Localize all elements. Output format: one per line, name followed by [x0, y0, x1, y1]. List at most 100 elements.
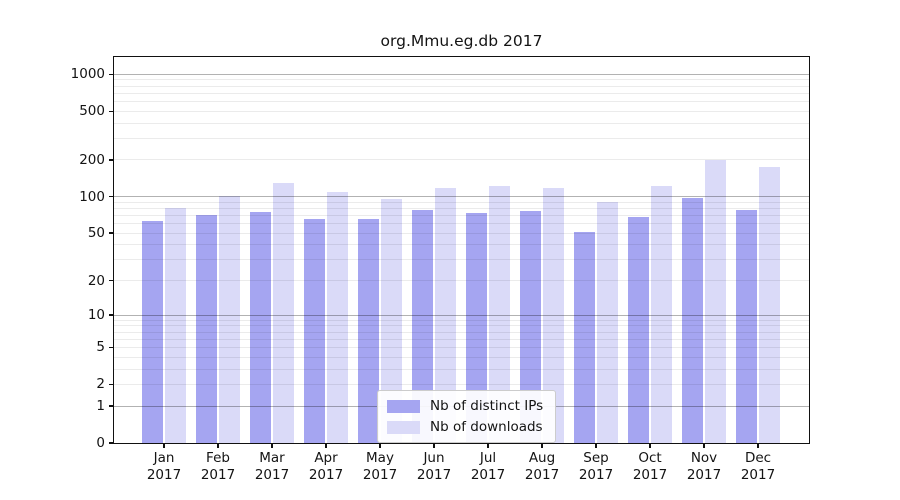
bar-distinct-ips-aug [520, 211, 541, 443]
legend-label-distinct-ips: Nb of distinct IPs [430, 398, 544, 414]
legend-row-distinct-ips: Nb of distinct IPs [387, 398, 543, 414]
y-tick-mark-2 [109, 383, 113, 386]
bar-downloads-jan [165, 207, 186, 443]
gridline-2 [114, 383, 809, 385]
bar-downloads-may [381, 198, 402, 443]
bar-distinct-ips-nov [682, 198, 703, 443]
gridline-4 [114, 356, 809, 358]
bar-distinct-ips-jul [466, 213, 487, 443]
bar-downloads-dec [759, 167, 780, 443]
y-tick-label-500: 500 [79, 103, 105, 120]
gridline-800 [114, 85, 809, 87]
x-tick-label-jun: Jun 2017 [416, 450, 452, 483]
x-tick-label-dec: Dec 2017 [740, 450, 776, 483]
legend-label-downloads: Nb of downloads [430, 419, 543, 435]
gridline-30 [114, 259, 809, 261]
y-tick-label-5: 5 [96, 339, 105, 356]
gridline-600 [114, 101, 809, 102]
x-tick-mark-may [379, 444, 381, 448]
gridline-500 [114, 110, 809, 112]
gridline-80 [114, 207, 809, 209]
y-tick-mark-0 [109, 442, 113, 444]
y-tick-mark-50 [109, 232, 113, 234]
gridline-300 [114, 137, 809, 139]
y-tick-mark-100 [109, 196, 113, 198]
gridline-6 [114, 338, 809, 340]
bar-downloads-nov [705, 160, 726, 443]
y-tick-mark-20 [109, 279, 113, 282]
gridline-900 [114, 79, 809, 81]
plot-area: Nb of distinct IPs Nb of downloads [113, 56, 810, 444]
bar-distinct-ips-feb [196, 214, 217, 443]
gridline-5 [114, 346, 809, 348]
chart-title: org.Mmu.eg.db 2017 [380, 32, 543, 50]
x-tick-mark-oct [649, 444, 651, 448]
gridline-90 [114, 201, 809, 203]
x-tick-label-jan: Jan 2017 [146, 450, 182, 483]
gridline-10 [114, 314, 809, 316]
x-tick-mark-sep [595, 444, 597, 448]
bar-distinct-ips-oct [628, 217, 649, 443]
legend-row-downloads: Nb of downloads [387, 419, 543, 435]
y-tick-mark-500 [109, 110, 113, 112]
bar-downloads-apr [327, 192, 348, 443]
x-tick-mark-jun [433, 444, 435, 448]
legend: Nb of distinct IPs Nb of downloads [377, 390, 557, 443]
gridline-40 [114, 244, 809, 246]
x-tick-label-apr: Apr 2017 [308, 450, 344, 483]
x-tick-label-may: May 2017 [362, 450, 398, 483]
x-tick-mark-feb [217, 444, 219, 448]
y-tick-label-100: 100 [79, 188, 105, 205]
x-tick-label-oct: Oct 2017 [632, 450, 668, 483]
bar-distinct-ips-apr [304, 219, 325, 443]
gridline-400 [114, 122, 809, 124]
bar-distinct-ips-dec [736, 209, 757, 443]
x-tick-mark-aug [541, 444, 543, 448]
gridline-9 [114, 319, 809, 321]
gridline-20 [114, 280, 809, 281]
bar-downloads-feb [219, 196, 240, 443]
x-tick-mark-mar [271, 444, 273, 448]
bar-downloads-jul [489, 186, 510, 443]
y-tick-label-1: 1 [96, 398, 105, 414]
x-tick-label-nov: Nov 2017 [686, 450, 722, 483]
y-tick-mark-1 [109, 405, 113, 407]
bar-distinct-ips-may [358, 218, 379, 443]
x-tick-mark-jul [487, 444, 489, 448]
x-tick-label-mar: Mar 2017 [254, 450, 290, 483]
legend-swatch-distinct-ips [387, 399, 420, 413]
bar-downloads-oct [651, 186, 672, 443]
x-tick-mark-apr [325, 444, 327, 448]
x-tick-label-jul: Jul 2017 [470, 450, 506, 483]
x-tick-mark-jan [163, 444, 165, 448]
y-tick-mark-200 [109, 159, 113, 161]
bar-downloads-aug [543, 187, 564, 443]
y-tick-label-50: 50 [87, 225, 105, 242]
y-tick-label-1000: 1000 [70, 66, 105, 83]
bar-downloads-sep [597, 202, 618, 443]
y-tick-label-0: 0 [96, 435, 105, 451]
gridline-7 [114, 331, 809, 333]
y-tick-label-200: 200 [79, 151, 105, 168]
gridline-70 [114, 215, 809, 216]
gridline-8 [114, 325, 809, 327]
gridline-200 [114, 159, 809, 161]
bar-distinct-ips-jun [412, 209, 433, 443]
gridline-1000 [114, 73, 809, 75]
legend-swatch-downloads [387, 420, 420, 434]
y-tick-label-2: 2 [96, 376, 105, 393]
bar-distinct-ips-mar [250, 211, 271, 443]
gridline-50 [114, 232, 809, 234]
x-tick-label-aug: Aug 2017 [524, 450, 560, 483]
y-tick-label-20: 20 [87, 272, 105, 289]
x-tick-mark-nov [703, 444, 705, 448]
gridline-60 [114, 223, 809, 225]
bar-downloads-mar [273, 182, 294, 443]
gridline-3 [114, 368, 809, 370]
bar-distinct-ips-jan [142, 221, 163, 443]
x-tick-mark-dec [757, 444, 759, 448]
y-tick-mark-5 [109, 346, 113, 349]
y-tick-mark-10 [109, 314, 113, 316]
bar-distinct-ips-sep [574, 232, 595, 443]
